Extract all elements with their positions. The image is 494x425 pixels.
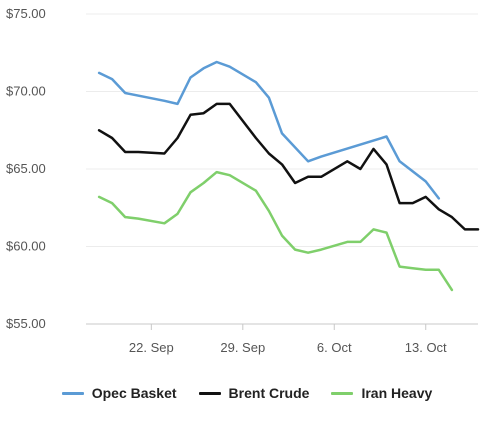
x-tick-label: 22. Sep	[129, 340, 174, 355]
series-line-iran-heavy[interactable]	[97, 170, 454, 292]
y-tick-label: $55.00	[6, 316, 46, 331]
x-axis-ticks: 22. Sep 29. Sep 6. Oct 13. Oct	[129, 340, 447, 355]
y-tick-label: $75.00	[6, 6, 46, 21]
y-tick-label: $60.00	[6, 239, 46, 254]
legend-label: Iran Heavy	[361, 385, 433, 401]
x-tick-label: 13. Oct	[405, 340, 447, 355]
legend-label: Brent Crude	[228, 385, 310, 401]
y-axis-ticks: $75.00 $70.00 $65.00 $60.00 $55.00	[6, 6, 46, 331]
y-tick-label: $65.00	[6, 161, 46, 176]
legend-swatch-brent-crude	[198, 391, 221, 395]
legend-swatch-iran-heavy	[331, 391, 354, 395]
series-lines	[97, 60, 480, 292]
grid-lines	[86, 13, 478, 330]
legend-item-opec-basket[interactable]: Opec Basket	[61, 385, 177, 401]
legend-item-brent-crude[interactable]: Brent Crude	[198, 385, 310, 401]
x-tick-label: 29. Sep	[220, 340, 265, 355]
series-line-opec-basket[interactable]	[97, 60, 441, 200]
legend-swatch-opec-basket	[61, 391, 84, 395]
line-chart: $75.00 $70.00 $65.00 $60.00 $55.00 22. Sep 29…	[6, 6, 480, 355]
x-tick-label: 6. Oct	[317, 340, 352, 355]
series-line-brent-crude[interactable]	[97, 102, 480, 231]
legend-label: Opec Basket	[91, 385, 177, 401]
legend-item-iran-heavy[interactable]: Iran Heavy	[331, 385, 432, 401]
legend: Opec Basket Brent Crude Iran Heavy	[0, 378, 494, 408]
y-tick-label: $70.00	[6, 84, 46, 99]
